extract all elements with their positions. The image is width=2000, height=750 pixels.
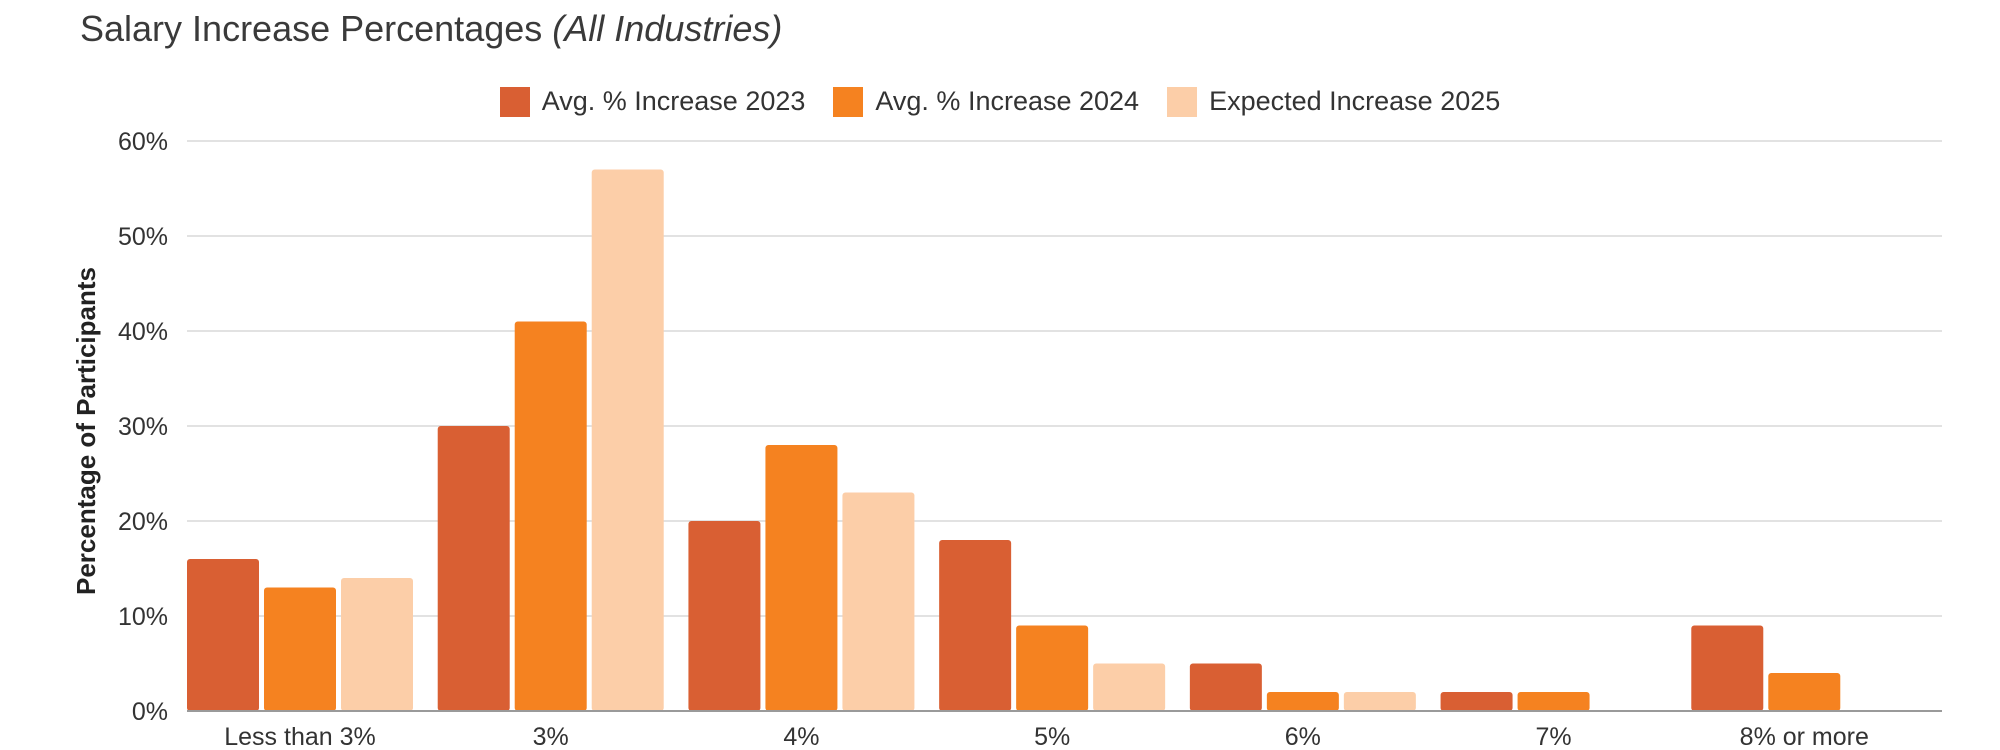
legend-swatch-2024	[833, 86, 864, 117]
bar[interactable]	[591, 169, 664, 712]
x-tick-label: 4%	[783, 723, 819, 750]
legend-label-2025: Expected Increase 2025	[1209, 86, 1501, 116]
chart-title-main: Salary Increase Percentages	[80, 8, 543, 49]
y-tick-label: 50%	[118, 223, 168, 251]
bar[interactable]	[842, 492, 915, 712]
bar[interactable]	[514, 321, 587, 712]
bar[interactable]	[187, 559, 259, 711]
bar[interactable]	[1768, 673, 1841, 711]
x-tick-label: 6%	[1285, 723, 1321, 750]
legend-item-2023[interactable]: Avg. % Increase 2023	[499, 86, 806, 117]
x-tick-label: Less than 3%	[224, 723, 376, 750]
y-tick-label: 20%	[118, 508, 168, 536]
legend-item-2025[interactable]: Expected Increase 2025	[1167, 86, 1500, 117]
x-tick-label: 3%	[533, 723, 569, 750]
bar[interactable]	[437, 426, 510, 711]
legend-label-2023: Avg. % Increase 2023	[541, 86, 806, 116]
bar[interactable]	[1266, 692, 1339, 711]
bar[interactable]	[264, 587, 336, 712]
bar[interactable]	[1440, 692, 1513, 711]
bar[interactable]	[1517, 692, 1590, 711]
x-tick-label: 7%	[1536, 723, 1572, 750]
y-tick-label: 10%	[118, 603, 168, 631]
y-tick-label: 60%	[118, 128, 168, 156]
bar[interactable]	[939, 540, 1012, 711]
chart-title: Salary Increase Percentages (All Industr…	[80, 8, 782, 50]
legend-label-2024: Avg. % Increase 2024	[875, 86, 1140, 116]
bar[interactable]	[1343, 692, 1416, 711]
x-tick-label: 8% or more	[1740, 723, 1869, 750]
legend-swatch-2025	[1167, 86, 1198, 117]
bar[interactable]	[1093, 663, 1166, 712]
legend-swatch-2023	[499, 86, 530, 117]
y-tick-label: 30%	[118, 413, 168, 441]
y-tick-label: 40%	[118, 318, 168, 346]
y-axis-title: Percentage of Participants	[71, 267, 101, 595]
bar[interactable]	[1189, 663, 1262, 712]
bar[interactable]	[688, 521, 761, 711]
bar[interactable]	[1016, 625, 1089, 712]
chart-subtitle: (All Industries)	[552, 8, 783, 49]
bar[interactable]	[765, 445, 838, 711]
chart-legend: Avg. % Increase 2023 Avg. % Increase 202…	[0, 86, 2000, 117]
bar[interactable]	[341, 578, 413, 711]
x-tick-label: 5%	[1034, 723, 1070, 750]
y-tick-label: 0%	[132, 698, 168, 726]
bar[interactable]	[1691, 625, 1764, 712]
legend-item-2024[interactable]: Avg. % Increase 2024	[833, 86, 1139, 117]
